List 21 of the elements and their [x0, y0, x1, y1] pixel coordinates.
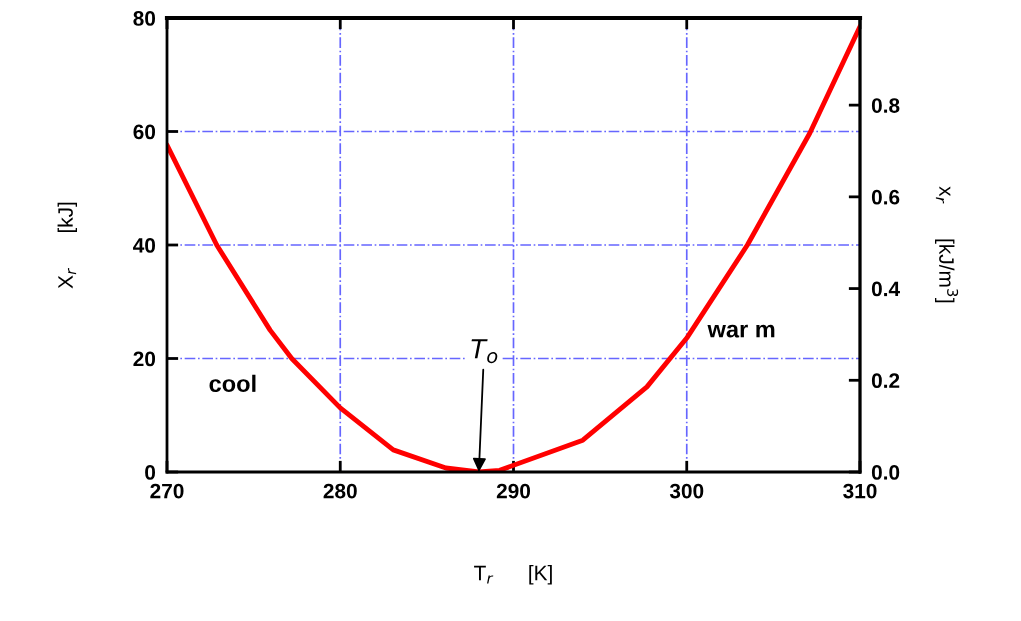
- annotation: T$_{o}$: [471, 339, 498, 364]
- y2-tick-label: 0.6: [871, 189, 900, 205]
- y2-tick-label: 0.0: [871, 465, 900, 480]
- annotation: war m: [707, 324, 775, 338]
- annotation: cool: [209, 374, 256, 393]
- y-tick-label: 60: [133, 124, 156, 140]
- y-tick-label: 40: [133, 238, 156, 253]
- x-tick-label: 290: [496, 483, 531, 499]
- text: x$_{r}$ [kJ/m$^{3}$]: [935, 186, 959, 303]
- x-tick-label: 300: [669, 483, 704, 499]
- y2-tick-label: 0.8: [871, 98, 900, 113]
- text: T$_{r}$ [K]: [474, 565, 552, 585]
- y-tick-label: 20: [133, 351, 156, 367]
- x-tick-label: 280: [323, 483, 357, 499]
- y-tick-label: 0: [145, 465, 156, 480]
- x-tick-label: 310: [843, 483, 877, 499]
- text: X$_{r}$ [kJ]: [57, 202, 77, 289]
- x-tick-label: 270: [150, 483, 184, 499]
- y2-tick-label: 0.2: [871, 373, 900, 389]
- y-tick-label: 80: [133, 11, 156, 26]
- y2-tick-label: 0.4: [871, 281, 900, 297]
